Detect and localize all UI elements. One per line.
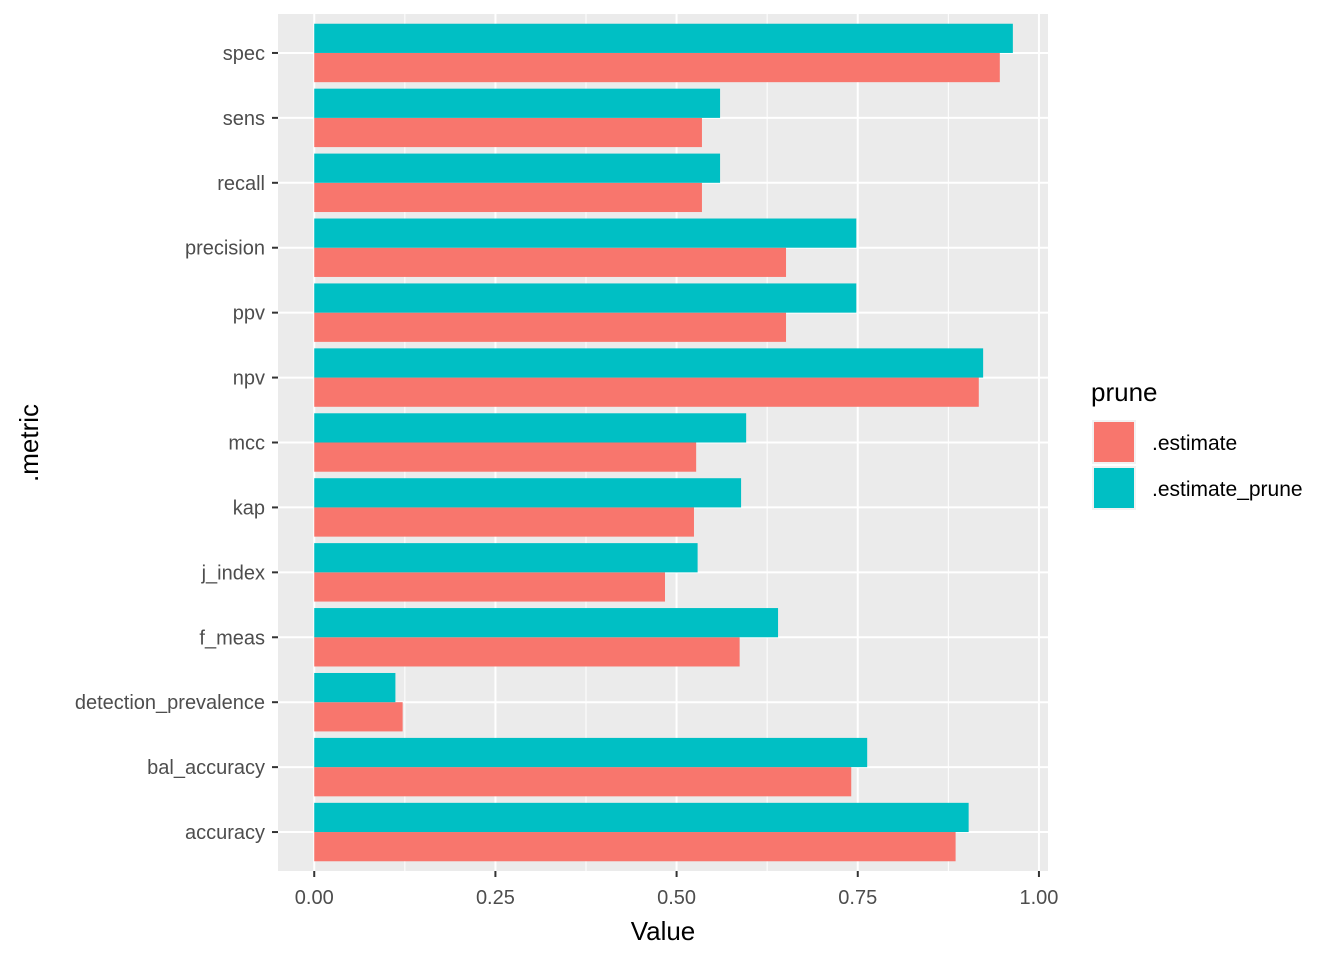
x-tick-label: 0.00 bbox=[295, 887, 334, 909]
bar-spec-estimate-prune bbox=[314, 23, 1013, 53]
bar-sens-estimate-prune bbox=[314, 88, 721, 118]
y-axis-title: .metric bbox=[14, 404, 44, 482]
y-tick-label-precision: precision bbox=[185, 238, 265, 260]
bar-bal_accuracy-estimate-prune bbox=[314, 737, 868, 768]
bar-j_index-estimate-prune bbox=[314, 543, 698, 573]
x-tick-label: 0.25 bbox=[476, 887, 515, 909]
y-tick-label-npv: npv bbox=[233, 368, 265, 390]
bar-precision-estimate-prune bbox=[314, 218, 857, 248]
x-tick-label: 1.00 bbox=[1019, 887, 1058, 909]
bar-f_meas-estimate bbox=[314, 637, 740, 667]
y-tick-label-j_index: j_index bbox=[201, 562, 265, 584]
y-tick-label-sens: sens bbox=[223, 108, 265, 130]
bar-detection_prevalence-estimate bbox=[314, 702, 403, 732]
y-tick-label-mcc: mcc bbox=[228, 433, 265, 455]
y-axis: accuracy bal_accuracy detection_prevalence… bbox=[75, 43, 278, 844]
y-tick-label-bal_accuracy: bal_accuracy bbox=[147, 757, 265, 779]
x-axis: 0.00 0.25 0.50 0.75 1.00 bbox=[295, 871, 1058, 909]
bar-npv-estimate bbox=[314, 377, 979, 407]
bar-j_index-estimate bbox=[314, 572, 665, 602]
bar-mcc-estimate bbox=[314, 442, 697, 472]
legend: prune .estimate .estimate_prune bbox=[1091, 377, 1303, 510]
legend-title: prune bbox=[1091, 377, 1158, 407]
bar-spec-estimate bbox=[314, 52, 1000, 83]
bar-recall-estimate bbox=[314, 182, 702, 213]
legend-key-estimate bbox=[1094, 422, 1134, 462]
bar-sens-estimate bbox=[314, 117, 702, 148]
bars bbox=[314, 23, 1013, 862]
bar-bal_accuracy-estimate bbox=[314, 767, 852, 797]
bar-f_meas-estimate-prune bbox=[314, 608, 779, 638]
x-tick-label: 0.75 bbox=[838, 887, 877, 909]
y-tick-label-f_meas: f_meas bbox=[199, 627, 265, 649]
y-tick-label-accuracy: accuracy bbox=[185, 822, 265, 844]
legend-key-estimate-prune bbox=[1094, 468, 1134, 508]
y-tick-label-spec: spec bbox=[223, 43, 265, 65]
x-tick-label: 0.50 bbox=[657, 887, 696, 909]
bar-kap-estimate bbox=[314, 507, 694, 537]
bar-ppv-estimate-prune bbox=[314, 283, 857, 313]
bar-precision-estimate bbox=[314, 247, 787, 277]
bar-accuracy-estimate bbox=[314, 832, 956, 862]
bar-accuracy-estimate-prune bbox=[314, 802, 969, 833]
legend-label-estimate: .estimate bbox=[1152, 432, 1237, 455]
bar-recall-estimate-prune bbox=[314, 153, 721, 183]
x-axis-title: Value bbox=[631, 916, 696, 946]
bar-npv-estimate-prune bbox=[314, 348, 984, 378]
y-tick-label-ppv: ppv bbox=[233, 303, 265, 325]
legend-label-estimate-prune: .estimate_prune bbox=[1152, 478, 1303, 501]
bar-detection_prevalence-estimate-prune bbox=[314, 672, 396, 703]
bar-ppv-estimate bbox=[314, 312, 787, 342]
y-tick-label-detection_prevalence: detection_prevalence bbox=[75, 692, 265, 714]
bar-mcc-estimate-prune bbox=[314, 413, 747, 443]
y-tick-label-kap: kap bbox=[233, 497, 265, 519]
y-tick-label-recall: recall bbox=[217, 173, 265, 195]
bar-kap-estimate-prune bbox=[314, 478, 742, 508]
